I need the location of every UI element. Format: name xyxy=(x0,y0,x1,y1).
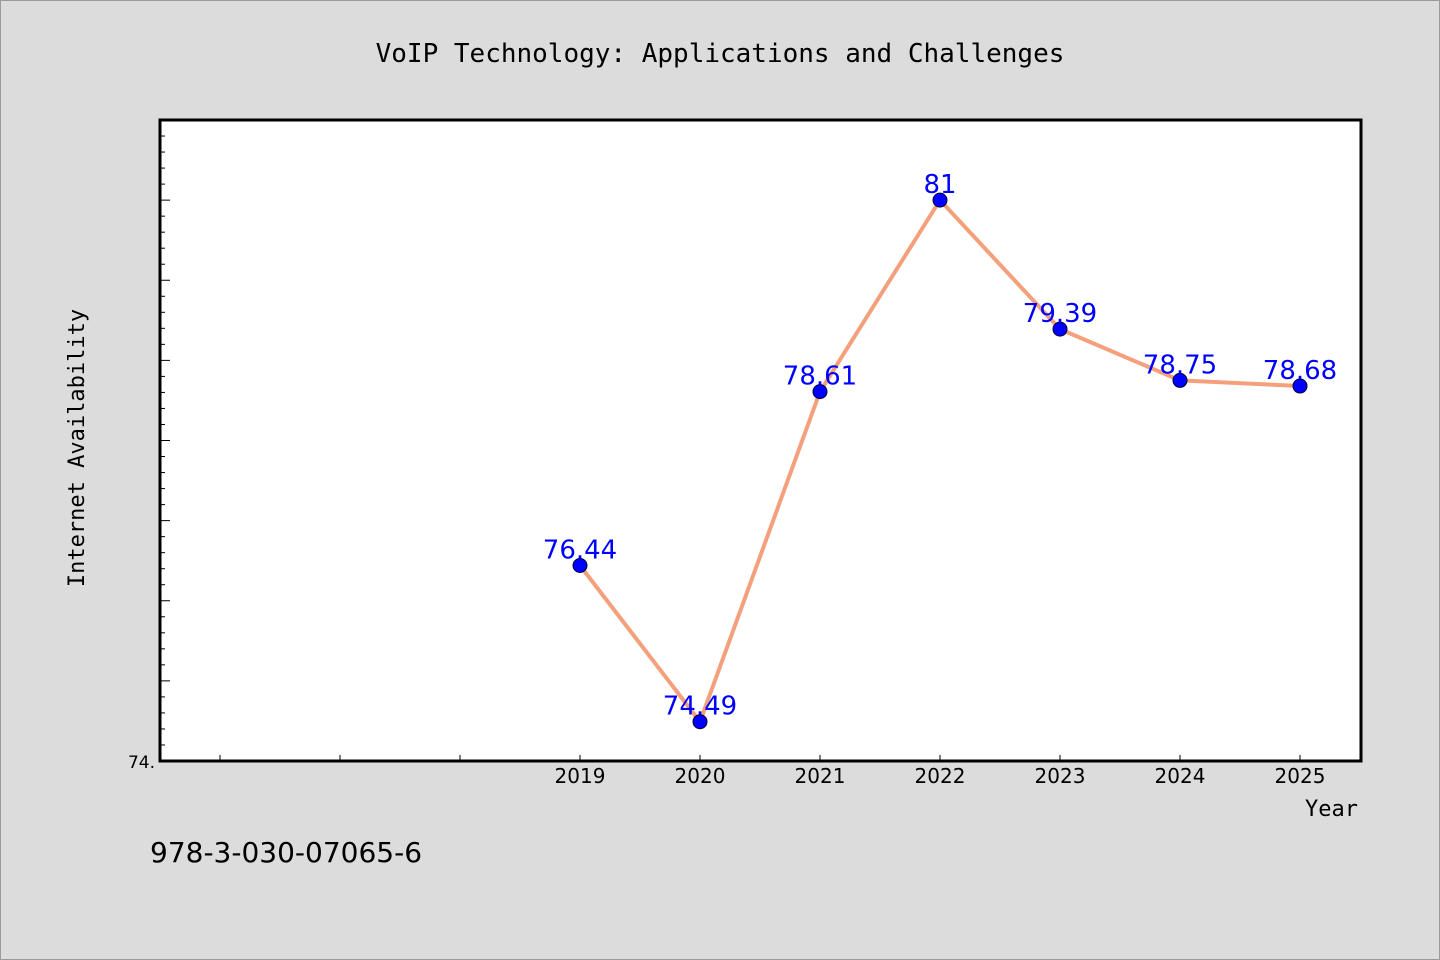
data-point xyxy=(692,714,708,730)
y-axis-ticks xyxy=(160,119,170,762)
data-label: 78.68 xyxy=(1263,356,1337,386)
data-point xyxy=(1172,372,1188,388)
isbn-text: 978-3-030-07065-6 xyxy=(150,836,422,869)
x-tick-label: 2019 xyxy=(555,764,606,788)
data-label: 76.44 xyxy=(543,535,617,565)
y-axis-label: Internet Availability xyxy=(65,309,90,587)
data-label: 78.75 xyxy=(1143,350,1217,380)
data-point xyxy=(1052,321,1068,337)
data-point xyxy=(932,192,948,208)
x-tick-label: 2022 xyxy=(915,764,966,788)
data-point xyxy=(812,384,828,400)
data-label: 79.39 xyxy=(1023,299,1097,329)
x-tick-label: 2025 xyxy=(1275,764,1326,788)
chart-title: VoIP Technology: Applications and Challe… xyxy=(376,39,1065,69)
x-tick-label: 2024 xyxy=(1155,764,1206,788)
data-point xyxy=(1292,378,1308,394)
data-label: 78.61 xyxy=(783,362,857,392)
y-tick-label: 74. xyxy=(128,753,155,773)
x-tick-label: 2023 xyxy=(1035,764,1086,788)
x-axis-label: Year xyxy=(1305,797,1358,822)
series-layer: 76.44 74.49 78.61 81 79.39 78.75 78.68 xyxy=(543,170,1337,730)
x-tick-label: 2020 xyxy=(675,764,726,788)
x-axis-ticks: 2019 2020 2021 2022 2023 2024 2025 xyxy=(219,755,1326,788)
data-label: 74.49 xyxy=(663,692,737,722)
plot-area xyxy=(158,118,1363,763)
data-label: 81 xyxy=(923,170,956,200)
x-tick-label: 2021 xyxy=(795,764,846,788)
data-point xyxy=(572,557,588,573)
